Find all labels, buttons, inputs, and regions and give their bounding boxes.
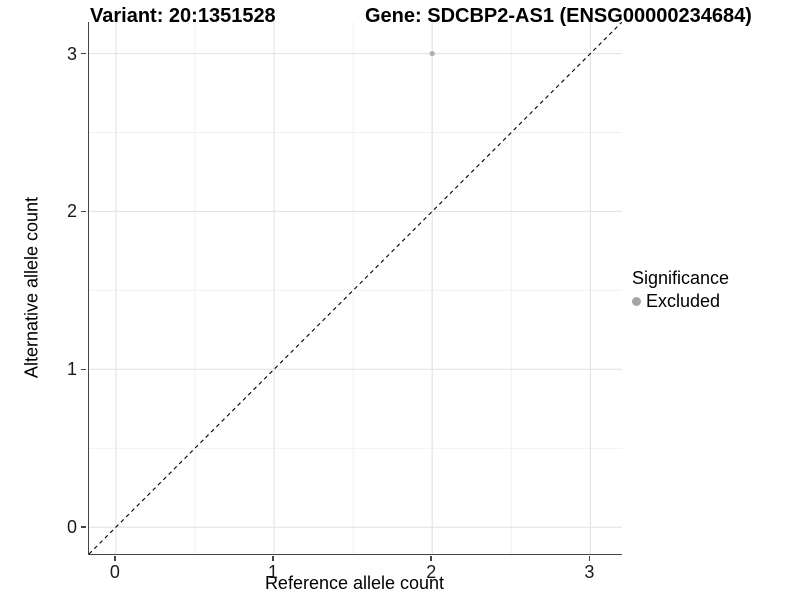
x-tick-label: 0 [109, 562, 120, 582]
y-tick-mark [81, 52, 86, 55]
x-tick-mark [588, 556, 591, 561]
plot-title-variant: Variant: 20:1351528 [90, 5, 276, 27]
x-tick-mark [272, 556, 274, 561]
y-tick-mark [81, 526, 86, 528]
x-tick-mark [114, 556, 116, 561]
legend-point-icon [632, 297, 641, 306]
x-tick-label: 2 [426, 562, 437, 582]
legend: Significance Excluded [632, 268, 729, 312]
plot-title-gene: Gene: SDCBP2-AS1 (ENSG00000234684) [365, 5, 752, 27]
legend-item-excluded: Excluded [632, 291, 729, 312]
x-tick-mark [430, 556, 432, 561]
legend-title: Significance [632, 268, 730, 288]
x-tick-label: 3 [584, 562, 595, 582]
plot-panel [88, 22, 622, 555]
legend-item-label: Excluded [646, 291, 721, 311]
x-axis-title: Reference allele count [264, 573, 445, 593]
y-axis-title: Alternative allele count [21, 196, 42, 379]
y-tick-label: 2 [66, 201, 77, 222]
y-tick-label: 3 [66, 43, 77, 64]
y-tick-mark [81, 368, 86, 371]
y-tick-label: 0 [66, 517, 77, 538]
identity-line [89, 22, 622, 554]
y-tick-mark [81, 210, 86, 213]
y-tick-label: 1 [66, 359, 77, 380]
x-tick-label: 1 [268, 562, 279, 582]
data-point-excluded [429, 50, 435, 57]
plot-canvas [89, 22, 622, 554]
